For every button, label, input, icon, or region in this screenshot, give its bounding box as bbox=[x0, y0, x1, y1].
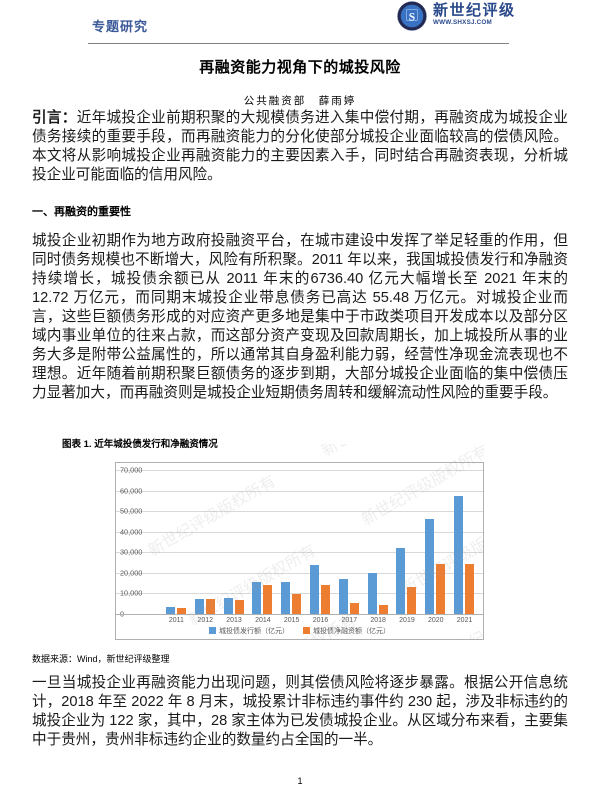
svg-text:新世纪评级版权所有: 新世纪评级版权所有 bbox=[318, 444, 452, 460]
svg-text:S: S bbox=[409, 11, 415, 23]
